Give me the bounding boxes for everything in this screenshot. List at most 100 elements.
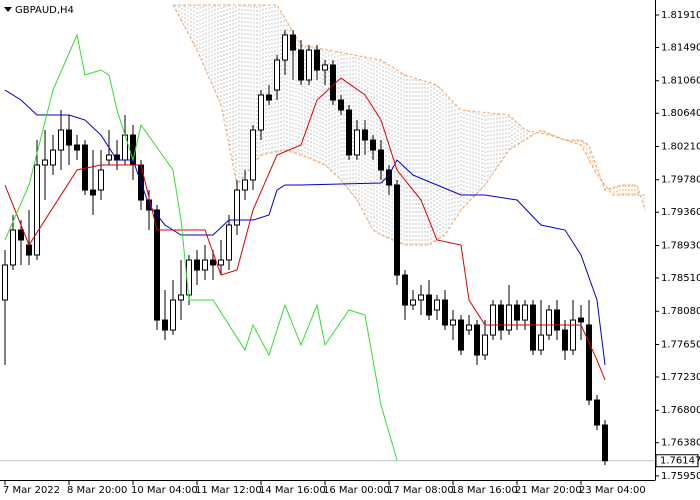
y-tick-label: 1.77650 [661,339,700,350]
candle-body [226,224,232,261]
senkou-span-b [173,4,645,196]
y-tick-label: 1.81060 [661,76,700,87]
x-tick-label: 23 Mar 04:00 [579,485,646,496]
y-tick-label: 1.76800 [661,405,700,416]
y-tick-label: 1.77230 [661,372,700,383]
y-tick-label: 1.79360 [661,207,700,218]
candle-body [242,179,248,191]
last-price-label: 1.76147 [660,456,700,467]
candle-body [378,149,384,171]
x-tick-label: 21 Mar 20:00 [515,485,582,496]
candle-body [218,259,224,266]
candle-body [2,264,8,301]
x-tick-label: 18 Mar 16:00 [451,485,518,496]
candle-body [394,184,400,276]
x-tick-label: 8 Mar 20:00 [67,485,127,496]
y-tick-label: 1.79780 [661,175,700,186]
candle-body [538,334,544,351]
candle-body [450,319,456,326]
candle-body [154,209,160,321]
candle-body [458,319,464,351]
candle-body [202,259,208,271]
x-tick-label: 7 Mar 2022 [3,485,60,496]
x-tick-label: 14 Mar 16:00 [259,485,326,496]
y-tick-label: 1.78080 [661,306,700,317]
candle-body [106,154,112,161]
candle-body [554,309,560,331]
y-tick-label: 1.81490 [661,42,700,53]
chart-title: GBPAUD,H4 [15,5,74,16]
y-tick-label: 1.78510 [661,273,700,284]
indicator-line [4,89,606,366]
candle-body [34,164,40,256]
candle-body [338,99,344,111]
candle-body [298,49,304,81]
candle-body [418,294,424,301]
candle-body [346,109,352,156]
candle-body [474,324,480,356]
candle-body [178,294,184,301]
candle-body [578,317,584,323]
candle-body [402,274,408,306]
x-tick-label: 10 Mar 04:00 [131,485,198,496]
candle-body [258,94,264,131]
candle-body [426,294,432,316]
candle-body [26,244,32,256]
candle-body [602,424,608,462]
candle-body [490,304,496,336]
candle-body [410,299,416,306]
candle-body [50,149,56,166]
candle-body [466,324,472,331]
last-price-box [655,454,699,468]
candle-body [274,59,280,91]
candle-body [42,159,48,166]
candle-body [282,34,288,61]
y-tick-label: 1.78930 [661,240,700,251]
candle-body [122,134,128,161]
candle-body [170,299,176,331]
y-tick-label: 1.80640 [661,108,700,119]
candle-body [434,299,440,311]
y-tick-label: 1.81910 [661,10,700,21]
candle-body [530,304,536,351]
candle-body [306,49,312,81]
plot-area [0,4,655,465]
candle-body [562,329,568,351]
candle-body [74,144,80,151]
candle-body [210,259,216,266]
candle-body [522,304,528,321]
candle-body [266,94,272,101]
candle-body [506,304,512,331]
candle-body [570,319,576,351]
x-tick-label: 11 Mar 12:00 [195,485,262,496]
candle-body [362,129,368,141]
candle-body [162,319,168,331]
candle-body [442,299,448,326]
candle-body [370,139,376,151]
y-tick-label: 1.80210 [661,141,700,152]
symbol-menu-icon[interactable] [4,7,12,12]
candle-body [10,229,16,266]
x-tick-label: 16 Mar 00:00 [323,485,390,496]
candle-body [58,129,64,151]
senkou-span-a [172,4,646,246]
candle-body [98,169,104,191]
candle-body [90,189,96,196]
candle-body [482,334,488,356]
y-tick-label: 1.76380 [661,438,700,449]
candle-body [330,64,336,101]
candle-body [234,189,240,226]
candle-body [250,129,256,181]
candle-body [66,129,72,146]
indicator-line [4,77,606,381]
x-tick-label: 17 Mar 08:00 [387,485,454,496]
candle-body [290,34,296,51]
candle-body [546,309,552,336]
candle-body [354,129,360,156]
candle-body [594,399,600,426]
candle-body [18,229,24,241]
candle-body [194,259,200,271]
